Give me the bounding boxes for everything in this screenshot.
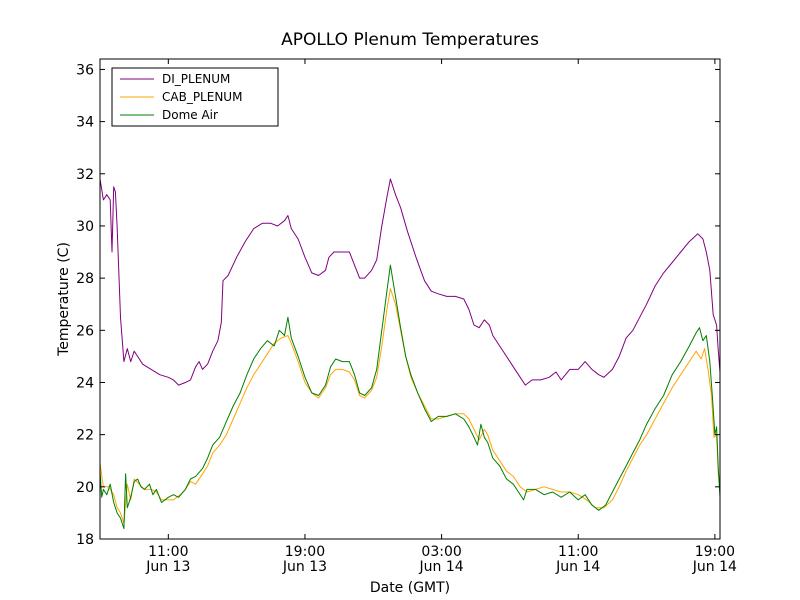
legend-label: Dome Air <box>162 108 218 122</box>
series-line-di-plenum <box>100 178 720 386</box>
x-axis-label: Date (GMT) <box>370 580 450 596</box>
x-tick-label-date: Jun 13 <box>282 559 327 575</box>
legend-label: DI_PLENUM <box>162 72 230 86</box>
y-tick-label: 36 <box>76 62 94 78</box>
y-tick-label: 24 <box>76 375 94 391</box>
y-tick-label: 18 <box>76 532 94 548</box>
legend-label: CAB_PLENUM <box>162 90 242 104</box>
y-axis-label: Temperature (C) <box>56 242 72 357</box>
plot-area-frame <box>99 58 721 540</box>
x-tick-label-time: 19:00 <box>285 544 325 560</box>
x-tick-label-date: Jun 14 <box>419 559 464 575</box>
y-tick-label: 28 <box>76 271 94 287</box>
legend: DI_PLENUM CAB_PLENUM Dome Air <box>111 67 279 127</box>
x-tick-label-date: Jun 14 <box>555 559 600 575</box>
y-tick-label: 26 <box>76 323 94 339</box>
y-tick-label: 32 <box>76 167 94 183</box>
y-tick-label: 34 <box>76 115 94 131</box>
x-tick-label-date: Jun 13 <box>145 559 190 575</box>
x-tick-label-time: 03:00 <box>421 544 461 560</box>
series-layer <box>100 178 720 530</box>
y-tick-label: 20 <box>76 480 94 496</box>
x-tick-label-time: 11:00 <box>558 544 598 560</box>
y-tick-label: 22 <box>76 428 94 444</box>
chart-title: APOLLO Plenum Temperatures <box>281 30 539 50</box>
x-tick-label-time: 19:00 <box>695 544 735 560</box>
x-tick-label-date: Jun 14 <box>692 559 737 575</box>
y-tick-label: 30 <box>76 219 94 235</box>
x-tick-label-time: 11:00 <box>148 544 188 560</box>
series-line-dome-air <box>100 264 720 530</box>
